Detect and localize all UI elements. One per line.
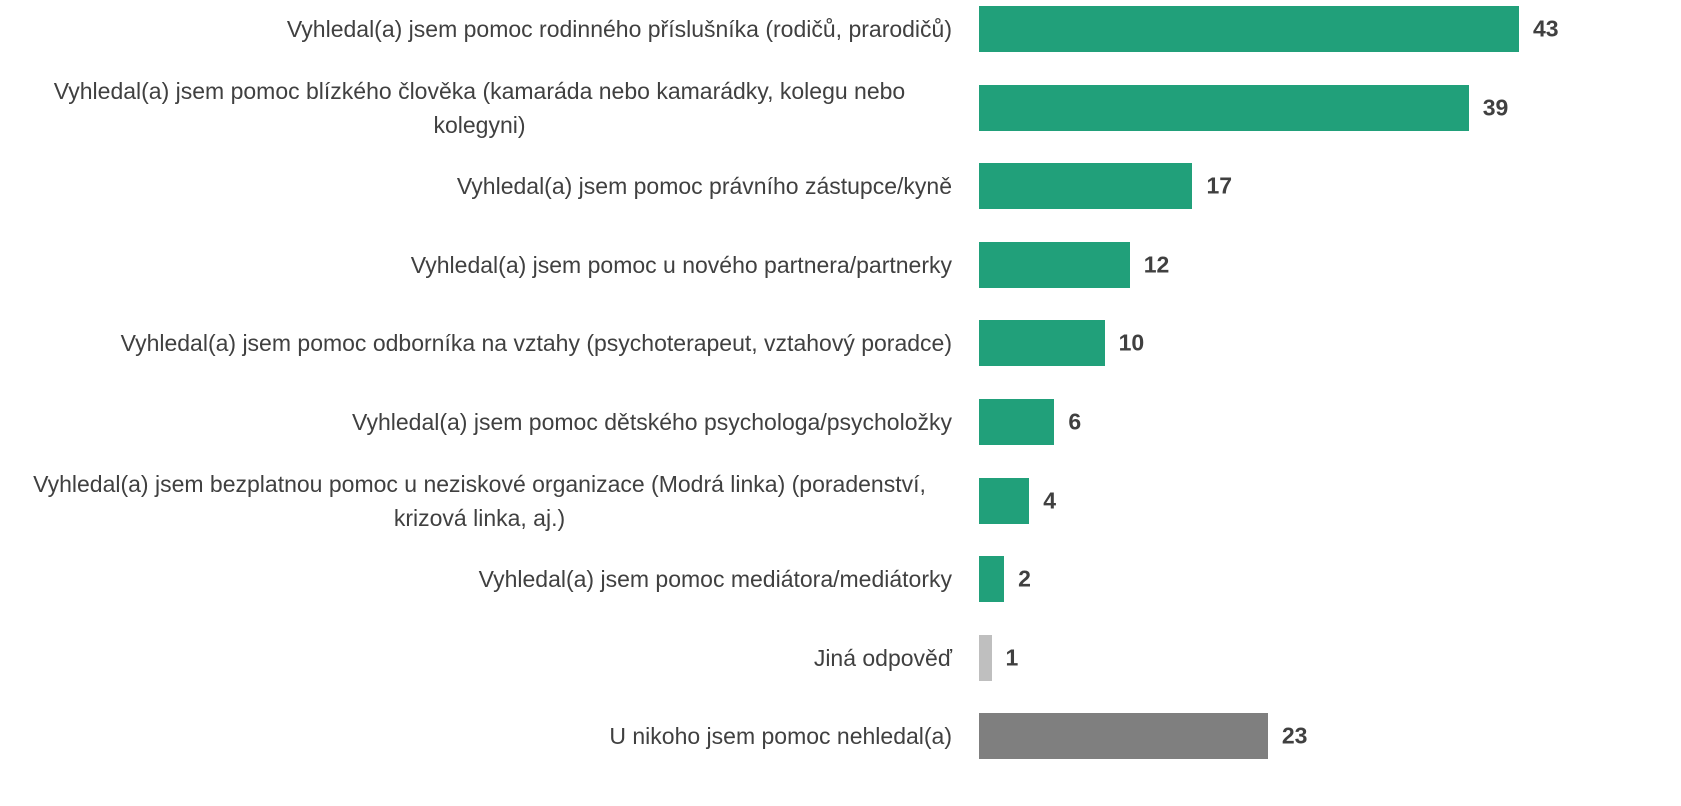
category-text: Vyhledal(a) jsem pomoc právního zástupce… — [456, 173, 952, 200]
bar — [979, 634, 992, 681]
category-label: Vyhledal(a) jsem pomoc dětského psycholo… — [0, 405, 952, 439]
bar — [979, 320, 1105, 367]
value-label: 23 — [1281, 722, 1308, 749]
category-text: Vyhledal(a) jsem pomoc odborníka na vzta… — [120, 330, 952, 357]
category-label: Vyhledal(a) jsem pomoc blízkého člověka … — [0, 74, 952, 142]
bar — [979, 6, 1519, 52]
bar — [979, 241, 1130, 288]
bar — [979, 84, 1469, 131]
category-label: Vyhledal(a) jsem pomoc u nového partnera… — [0, 248, 952, 282]
bar — [979, 713, 1268, 760]
bar — [979, 399, 1055, 445]
category-text: Vyhledal(a) jsem pomoc u nového partnera… — [410, 251, 952, 278]
category-label: Jiná odpověď — [0, 641, 952, 675]
value-label: 6 — [1068, 408, 1082, 435]
category-label: Vyhledal(a) jsem bezplatnou pomoc u nezi… — [0, 467, 952, 535]
category-text: Vyhledal(a) jsem bezplatnou pomoc u nezi… — [33, 470, 926, 531]
category-text: Vyhledal(a) jsem pomoc dětského psycholo… — [351, 409, 952, 435]
value-label: 39 — [1482, 94, 1509, 121]
value-label: 17 — [1206, 172, 1233, 199]
value-label: 2 — [1018, 565, 1031, 592]
category-text: U nikoho jsem pomoc nehledal(a) — [609, 723, 952, 750]
value-label: 4 — [1043, 487, 1057, 514]
bar — [979, 163, 1193, 210]
value-label: 43 — [1533, 15, 1559, 42]
category-text: Jiná odpověď — [813, 644, 952, 671]
category-text: Vyhledal(a) jsem pomoc mediátora/mediáto… — [478, 566, 952, 593]
category-label: Vyhledal(a) jsem pomoc rodinného přísluš… — [0, 12, 952, 46]
category-text: Vyhledal(a) jsem pomoc blízkého člověka … — [53, 77, 906, 138]
bar — [979, 556, 1005, 603]
category-label: Vyhledal(a) jsem pomoc mediátora/mediáto… — [0, 562, 952, 596]
category-label: Vyhledal(a) jsem pomoc odborníka na vzta… — [0, 326, 952, 360]
value-label: 12 — [1143, 251, 1170, 278]
value-label: 1 — [1005, 644, 1019, 671]
bar — [979, 477, 1030, 524]
category-label: U nikoho jsem pomoc nehledal(a) — [0, 719, 952, 753]
value-label: 10 — [1118, 329, 1145, 356]
category-label: Vyhledal(a) jsem pomoc právního zástupce… — [0, 169, 952, 203]
category-text: Vyhledal(a) jsem pomoc rodinného přísluš… — [286, 16, 952, 42]
